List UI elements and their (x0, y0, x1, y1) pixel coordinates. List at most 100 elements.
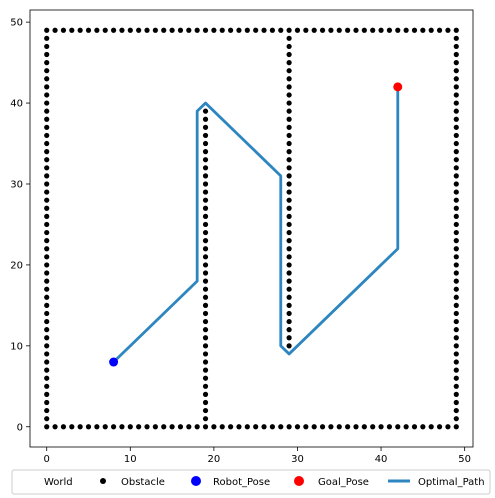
obstacle-point (286, 270, 292, 276)
y-tick-label: 0 (17, 422, 23, 433)
obstacle-point (286, 424, 292, 430)
obstacle-point (152, 27, 158, 33)
obstacle-point (286, 335, 292, 341)
obstacle-point (202, 383, 209, 389)
obstacle-point (328, 27, 334, 33)
obstacle-point (386, 27, 393, 33)
legend-label-optimal-path: Optimal_Path (418, 477, 485, 488)
obstacle-point (202, 173, 209, 179)
obstacle-point (361, 27, 367, 33)
obstacle-point (94, 27, 100, 33)
obstacle-point (202, 318, 209, 325)
obstacle-point (44, 35, 50, 41)
obstacle-point (286, 173, 292, 179)
obstacle-point (453, 181, 459, 187)
obstacle-point (44, 375, 50, 381)
obstacle-point (453, 286, 459, 292)
obstacle-point (453, 76, 459, 82)
obstacle-point (202, 270, 209, 276)
obstacle-point (186, 27, 192, 33)
obstacle-point (44, 416, 50, 422)
obstacle-point (286, 92, 292, 98)
obstacle-point (286, 229, 292, 236)
obstacle-point (453, 416, 459, 422)
obstacle-point (453, 351, 459, 357)
obstacle-point (453, 68, 459, 74)
obstacle-point (44, 157, 50, 163)
obstacle-point (44, 213, 50, 219)
y-tick-label: 20 (10, 260, 23, 271)
obstacle-point (69, 27, 75, 33)
obstacle-point (370, 27, 376, 33)
obstacle-point (453, 60, 459, 66)
obstacle-point (286, 302, 292, 308)
obstacle-point (453, 343, 459, 349)
obstacle-point (202, 424, 209, 430)
obstacle-point (127, 424, 133, 430)
obstacle-point (44, 76, 50, 82)
obstacle-point (85, 27, 92, 33)
obstacle-point (361, 424, 367, 430)
obstacle-point (286, 60, 292, 66)
obstacle-point (286, 262, 292, 268)
obstacle-point (286, 165, 292, 171)
obstacle-point (378, 27, 384, 33)
obstacle-point (44, 205, 50, 211)
obstacle-point (453, 213, 459, 219)
optimal-path-layer (112, 86, 400, 364)
obstacle-point (453, 302, 459, 308)
obstacle-point (52, 27, 58, 33)
obstacle-point (286, 278, 292, 284)
obstacle-point (319, 424, 326, 430)
obstacle-point (202, 286, 209, 292)
x-tick-label: 10 (124, 454, 137, 465)
obstacle-point (85, 424, 92, 430)
obstacle-point (44, 407, 50, 414)
obstacle-point (286, 238, 292, 244)
obstacle-point (202, 351, 209, 357)
obstacle-point (44, 327, 50, 333)
obstacle-point (44, 294, 50, 300)
obstacle-point (286, 254, 292, 260)
obstacle-point (44, 278, 50, 284)
obstacle-point (202, 335, 209, 341)
obstacle-point (44, 238, 50, 244)
obstacle-point (328, 424, 334, 430)
obstacle-point (136, 424, 142, 430)
obstacle-point (202, 391, 209, 397)
obstacle-point (202, 213, 209, 219)
obstacle-point (119, 27, 125, 33)
legend-label-world: World (44, 477, 73, 488)
obstacle-point (261, 27, 267, 33)
obstacle-point (44, 343, 50, 349)
obstacle-point (202, 132, 209, 139)
obstacle-point (453, 100, 459, 106)
obstacle-point (202, 197, 209, 203)
obstacle-point (436, 424, 443, 430)
obstacle-point (453, 335, 459, 341)
obstacle-point (44, 246, 50, 252)
obstacle-point (453, 221, 459, 228)
obstacle-point (152, 424, 158, 430)
obstacle-point (110, 424, 117, 430)
obstacle-point (202, 262, 209, 268)
obstacle-point (286, 124, 292, 130)
obstacle-point (202, 229, 209, 236)
obstacle-point (253, 424, 259, 430)
obstacle-point (286, 27, 292, 33)
obstacle-point (236, 424, 242, 430)
x-tick-label: 30 (291, 454, 304, 465)
obstacle-point (286, 286, 292, 292)
obstacle-point (44, 383, 50, 389)
obstacle-point (445, 424, 451, 430)
obstacle-point (228, 27, 234, 33)
obstacle-point (44, 367, 50, 373)
obstacle-point (44, 335, 50, 341)
obstacle-point (336, 424, 342, 430)
obstacle-point (453, 424, 459, 430)
optimal-path-line (112, 86, 400, 364)
obstacle-point (44, 92, 50, 98)
obstacle-point (69, 424, 75, 430)
obstacle-point (202, 205, 209, 211)
